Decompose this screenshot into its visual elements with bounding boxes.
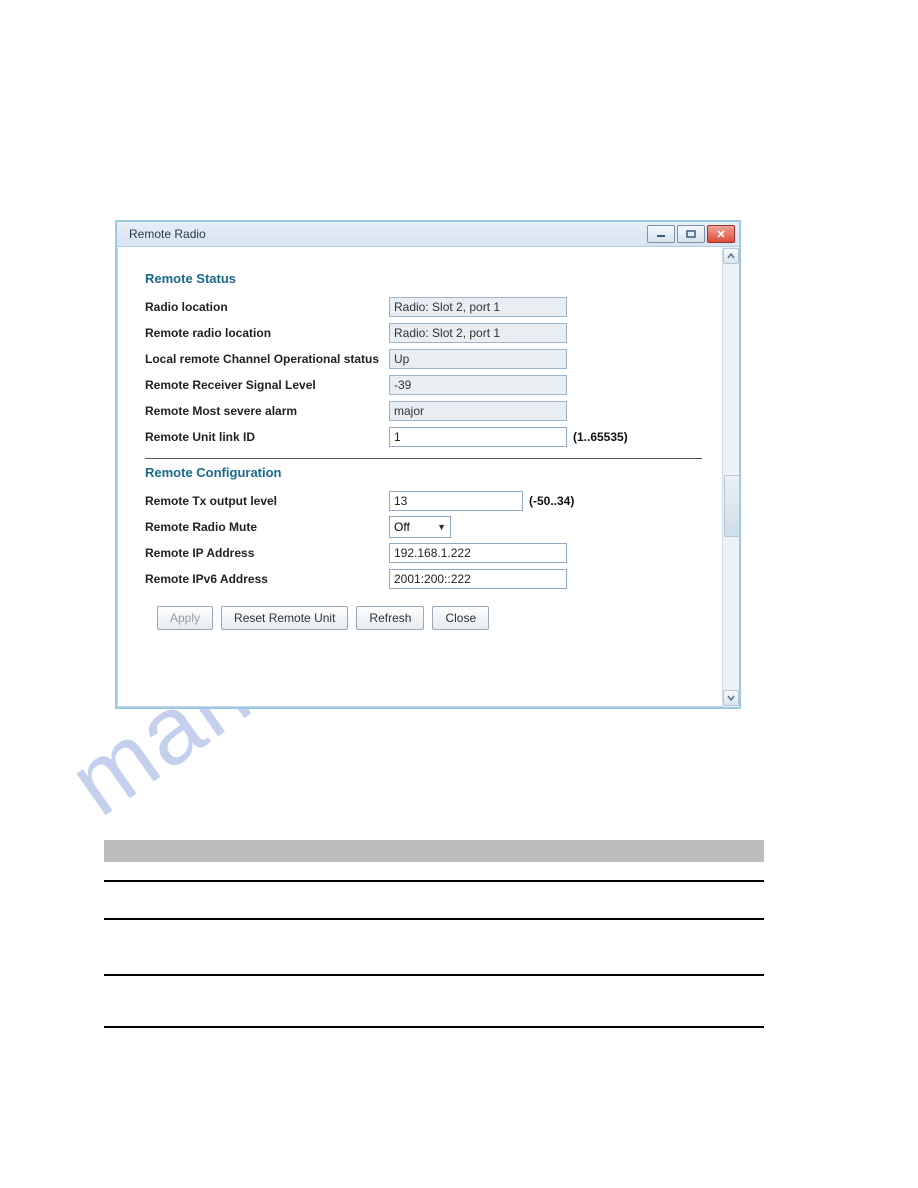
select-radio-mute[interactable]: Off ▼	[389, 516, 451, 538]
input-tx-level[interactable]: 13	[389, 491, 523, 511]
vertical-scrollbar[interactable]	[722, 247, 739, 707]
minimize-icon	[656, 230, 666, 238]
label-radio-mute: Remote Radio Mute	[145, 520, 389, 534]
scroll-down-button[interactable]	[723, 690, 739, 706]
minimize-button[interactable]	[647, 225, 675, 243]
window-buttons	[647, 225, 735, 243]
input-link-id[interactable]: 1	[389, 427, 567, 447]
input-ipv6-address[interactable]: 2001:200::222	[389, 569, 567, 589]
hint-link-id: (1..65535)	[573, 430, 628, 444]
refresh-button[interactable]: Refresh	[356, 606, 424, 630]
content-panel: Remote Status Radio location Radio: Slot…	[117, 247, 722, 707]
doc-rule-3	[104, 974, 764, 976]
row-tx-level: Remote Tx output level 13 (-50..34)	[145, 490, 702, 512]
row-severe-alarm: Remote Most severe alarm major	[145, 400, 702, 422]
close-icon	[716, 230, 726, 238]
remote-radio-window: Remote Radio Remote Status Radio locatio…	[115, 220, 741, 709]
section-divider	[145, 458, 702, 459]
label-link-id: Remote Unit link ID	[145, 430, 389, 444]
doc-rule-4	[104, 1026, 764, 1028]
row-signal-level: Remote Receiver Signal Level -39	[145, 374, 702, 396]
scroll-track[interactable]	[724, 265, 738, 689]
reset-remote-button[interactable]: Reset Remote Unit	[221, 606, 348, 630]
value-channel-status: Up	[389, 349, 567, 369]
doc-rule-2	[104, 918, 764, 920]
label-ip-address: Remote IP Address	[145, 546, 389, 560]
remote-config-heading: Remote Configuration	[145, 465, 702, 480]
row-remote-radio-location: Remote radio location Radio: Slot 2, por…	[145, 322, 702, 344]
chevron-down-icon	[727, 695, 735, 701]
row-radio-mute: Remote Radio Mute Off ▼	[145, 516, 702, 538]
apply-button[interactable]: Apply	[157, 606, 213, 630]
scroll-up-button[interactable]	[723, 248, 739, 264]
maximize-icon	[686, 230, 696, 238]
value-remote-radio-location: Radio: Slot 2, port 1	[389, 323, 567, 343]
close-button[interactable]: Close	[432, 606, 489, 630]
row-channel-status: Local remote Channel Operational status …	[145, 348, 702, 370]
client-area: Remote Status Radio location Radio: Slot…	[117, 247, 739, 707]
select-radio-mute-value: Off	[394, 520, 410, 534]
button-row: Apply Reset Remote Unit Refresh Close	[157, 606, 702, 630]
label-signal-level: Remote Receiver Signal Level	[145, 378, 389, 392]
row-radio-location: Radio location Radio: Slot 2, port 1	[145, 296, 702, 318]
label-ipv6-address: Remote IPv6 Address	[145, 572, 389, 586]
chevron-up-icon	[727, 253, 735, 259]
row-link-id: Remote Unit link ID 1 (1..65535)	[145, 426, 702, 448]
doc-rule-1	[104, 880, 764, 882]
window-title: Remote Radio	[129, 227, 206, 241]
remote-status-heading: Remote Status	[145, 271, 702, 286]
maximize-button[interactable]	[677, 225, 705, 243]
label-radio-location: Radio location	[145, 300, 389, 314]
close-window-button[interactable]	[707, 225, 735, 243]
label-remote-radio-location: Remote radio location	[145, 326, 389, 340]
label-tx-level: Remote Tx output level	[145, 494, 389, 508]
hint-tx-level: (-50..34)	[529, 494, 574, 508]
row-ip-address: Remote IP Address 192.168.1.222	[145, 542, 702, 564]
titlebar: Remote Radio	[117, 222, 739, 247]
scroll-thumb[interactable]	[724, 475, 740, 537]
value-severe-alarm: major	[389, 401, 567, 421]
value-signal-level: -39	[389, 375, 567, 395]
chevron-down-icon: ▼	[437, 522, 446, 532]
value-radio-location: Radio: Slot 2, port 1	[389, 297, 567, 317]
label-severe-alarm: Remote Most severe alarm	[145, 404, 389, 418]
label-channel-status: Local remote Channel Operational status	[145, 352, 389, 366]
row-ipv6-address: Remote IPv6 Address 2001:200::222	[145, 568, 702, 590]
doc-gray-bar	[104, 840, 764, 862]
input-ip-address[interactable]: 192.168.1.222	[389, 543, 567, 563]
